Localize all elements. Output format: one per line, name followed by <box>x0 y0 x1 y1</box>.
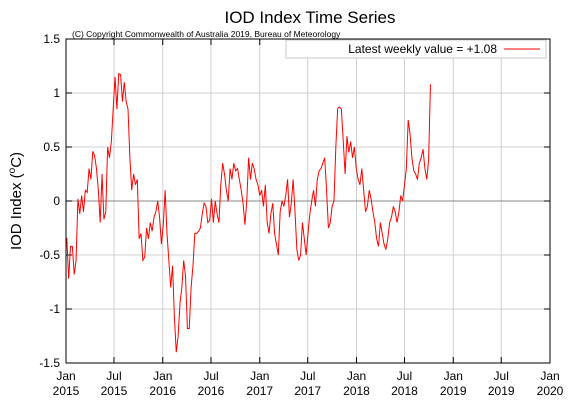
x-tick-label-year: 2015 <box>53 384 80 398</box>
plot-frame <box>65 38 551 364</box>
legend-box <box>285 39 547 59</box>
chart-copyright: (C) Copyright Commonwealth of Australia … <box>72 29 341 39</box>
x-tick-label-year: 2016 <box>198 384 225 398</box>
series-line <box>66 72 431 353</box>
y-tick-label: 0 <box>53 194 60 208</box>
x-tick-label-month: Jul <box>494 369 509 383</box>
x-tick-label-year: 2015 <box>101 384 128 398</box>
x-tick-labels: Jan2015Jul2015Jan2016Jul2016Jan2017Jul20… <box>53 369 564 398</box>
x-tick-label-month: Jul <box>397 369 412 383</box>
x-tick-label-month: Jul <box>203 369 218 383</box>
x-tick-label-year: 2020 <box>537 384 564 398</box>
x-tick-label-year: 2017 <box>294 384 321 398</box>
y-axis-label-superscript: o <box>7 167 18 173</box>
y-axis-label-main: IOD Index ( <box>8 173 25 250</box>
x-tick-label-year: 2019 <box>440 384 467 398</box>
y-tick-label: -1 <box>49 302 60 316</box>
x-tick-label-year: 2018 <box>343 384 370 398</box>
x-tick-label-year: 2016 <box>149 384 176 398</box>
x-tick-label-month: Jan <box>347 369 366 383</box>
y-tick-label: 1.5 <box>43 32 60 46</box>
x-tick-label-month: Jan <box>153 369 172 383</box>
y-tick-label: 1 <box>53 86 60 100</box>
x-tick-label-month: Jul <box>106 369 121 383</box>
x-tick-label-month: Jan <box>444 369 463 383</box>
y-tick-label: -0.5 <box>39 248 60 262</box>
y-tick-label: 0.5 <box>43 140 60 154</box>
y-axis-label: IOD Index (oC) <box>7 152 25 250</box>
x-tick-label-year: 2019 <box>488 384 515 398</box>
x-tick-label-month: Jul <box>300 369 315 383</box>
y-axis-label-tail: C) <box>8 152 25 168</box>
y-tick-label: -1.5 <box>39 356 60 370</box>
x-tick-label-year: 2017 <box>246 384 273 398</box>
x-tick-label-month: Jan <box>56 369 75 383</box>
x-tick-label-month: Jan <box>250 369 269 383</box>
chart-title: IOD Index Time Series <box>224 8 395 27</box>
legend-label: Latest weekly value = +1.08 <box>348 42 497 56</box>
x-tick-label-month: Jan <box>540 369 559 383</box>
y-tick-labels: 1.5 1 0.5 0 -0.5 -1 -1.5 <box>39 32 60 370</box>
x-tick-label-year: 2018 <box>391 384 418 398</box>
legend: Latest weekly value = +1.08 <box>285 39 547 59</box>
